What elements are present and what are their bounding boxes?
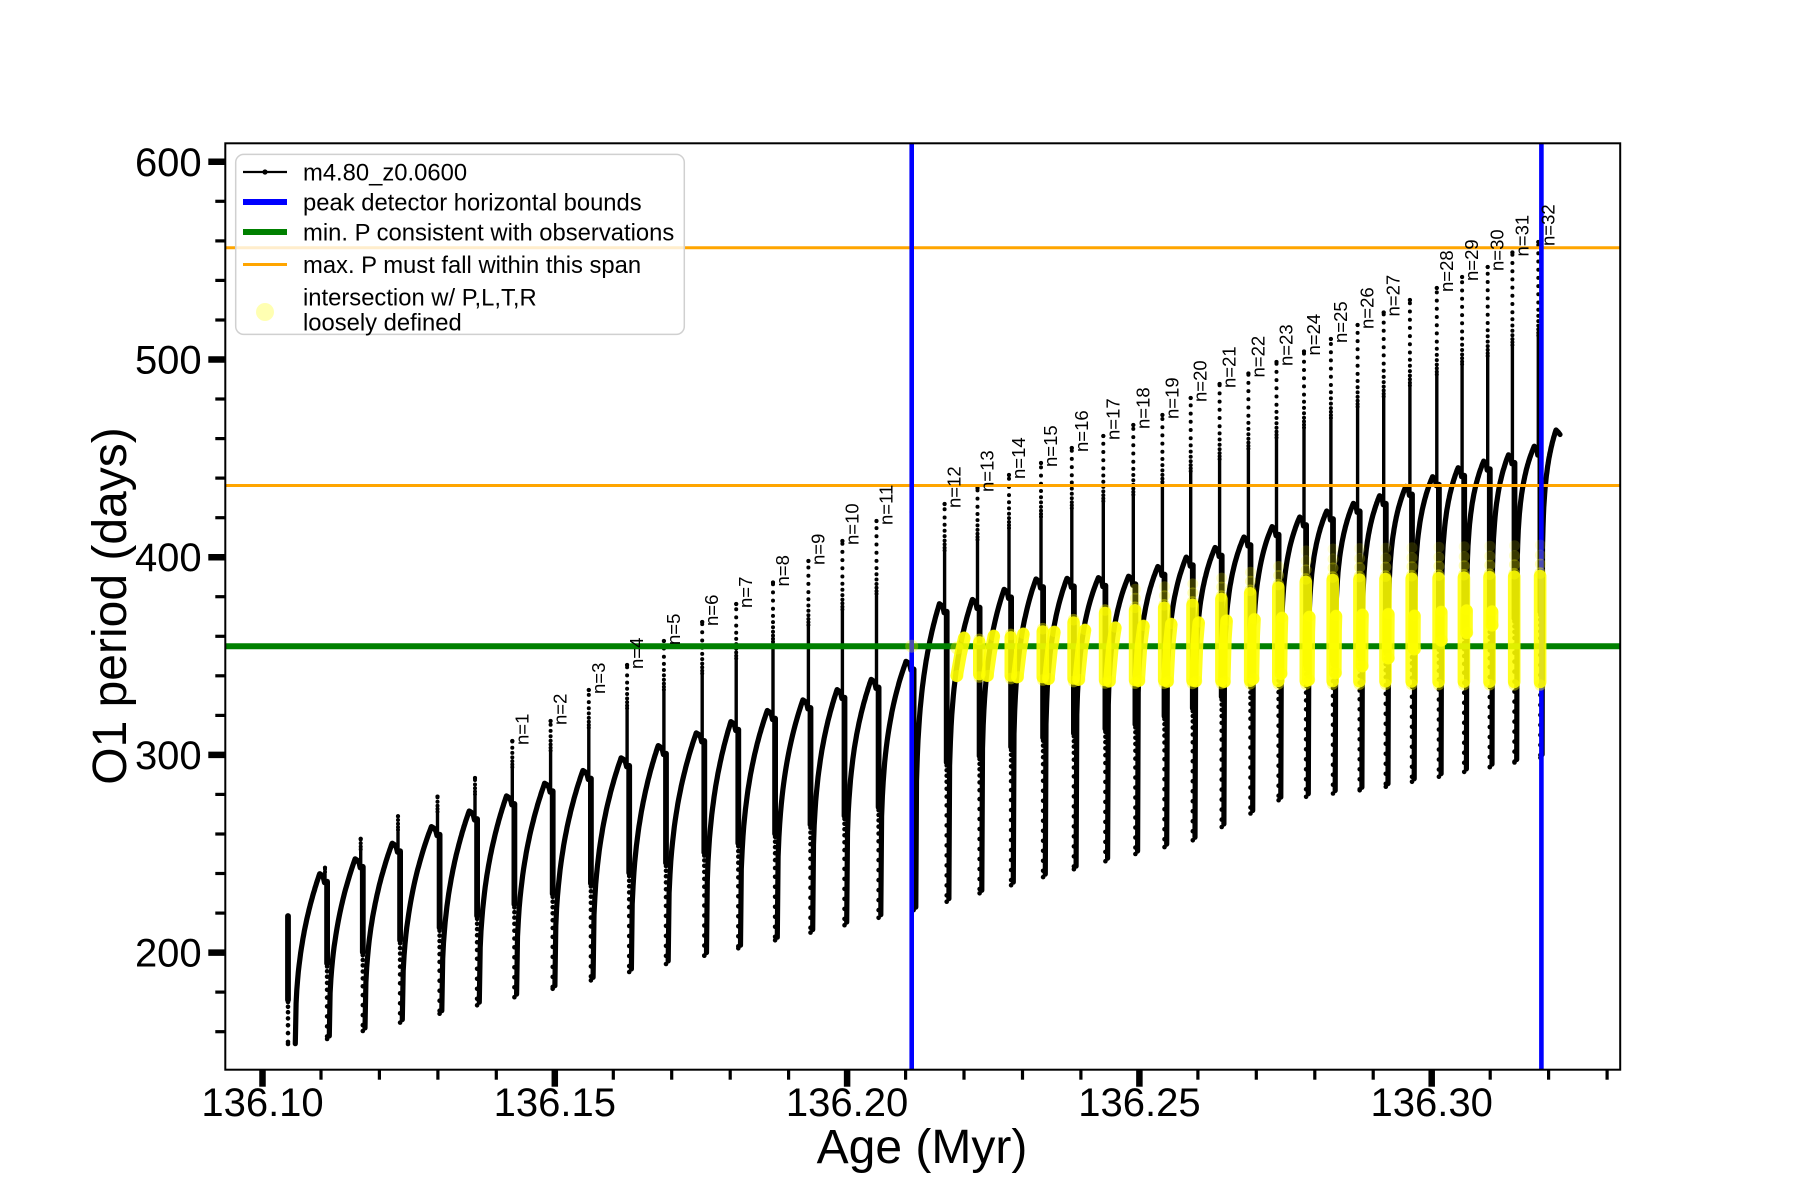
svg-text:O1 period (days): O1 period (days) bbox=[84, 427, 137, 785]
svg-text:n=27: n=27 bbox=[1383, 275, 1404, 317]
svg-text:400: 400 bbox=[135, 536, 202, 580]
svg-text:n=22: n=22 bbox=[1247, 336, 1268, 378]
svg-text:n=29: n=29 bbox=[1461, 239, 1482, 281]
svg-text:n=32: n=32 bbox=[1537, 204, 1558, 246]
svg-text:500: 500 bbox=[135, 339, 202, 383]
svg-text:peak detector horizontal bound: peak detector horizontal bounds bbox=[303, 190, 642, 217]
svg-text:Age (Myr): Age (Myr) bbox=[817, 1121, 1028, 1174]
svg-text:n=21: n=21 bbox=[1219, 346, 1240, 388]
svg-text:n=23: n=23 bbox=[1276, 324, 1297, 366]
svg-text:n=25: n=25 bbox=[1330, 301, 1351, 343]
svg-text:n=3: n=3 bbox=[588, 663, 609, 694]
svg-text:n=15: n=15 bbox=[1040, 425, 1061, 467]
svg-text:n=10: n=10 bbox=[841, 503, 862, 545]
svg-text:n=13: n=13 bbox=[977, 450, 998, 492]
svg-text:136.30: 136.30 bbox=[1371, 1081, 1493, 1125]
svg-text:n=20: n=20 bbox=[1190, 360, 1211, 402]
svg-text:n=26: n=26 bbox=[1357, 287, 1378, 329]
svg-text:n=4: n=4 bbox=[626, 638, 647, 669]
svg-text:n=1: n=1 bbox=[511, 714, 532, 745]
svg-text:300: 300 bbox=[135, 734, 202, 778]
svg-text:n=8: n=8 bbox=[772, 555, 793, 586]
svg-text:m4.80_z0.0600: m4.80_z0.0600 bbox=[303, 160, 467, 187]
svg-text:loosely defined: loosely defined bbox=[303, 310, 462, 337]
svg-text:n=5: n=5 bbox=[663, 614, 684, 645]
svg-text:136.20: 136.20 bbox=[786, 1081, 908, 1125]
svg-text:n=24: n=24 bbox=[1303, 314, 1324, 356]
svg-text:n=28: n=28 bbox=[1436, 250, 1457, 292]
svg-text:n=16: n=16 bbox=[1071, 410, 1092, 452]
svg-text:n=7: n=7 bbox=[735, 577, 756, 608]
svg-text:n=9: n=9 bbox=[807, 534, 828, 565]
svg-text:n=17: n=17 bbox=[1102, 398, 1123, 440]
svg-text:n=18: n=18 bbox=[1132, 387, 1153, 429]
svg-text:200: 200 bbox=[135, 932, 202, 976]
svg-text:min. P consistent with observa: min. P consistent with observations bbox=[303, 220, 674, 247]
svg-text:136.25: 136.25 bbox=[1078, 1081, 1200, 1125]
svg-text:n=31: n=31 bbox=[1511, 215, 1532, 257]
svg-text:n=6: n=6 bbox=[701, 595, 722, 626]
svg-text:n=19: n=19 bbox=[1161, 377, 1182, 419]
svg-text:600: 600 bbox=[135, 141, 202, 185]
svg-text:n=2: n=2 bbox=[550, 694, 571, 725]
svg-text:n=11: n=11 bbox=[876, 485, 897, 525]
svg-text:n=14: n=14 bbox=[1008, 437, 1029, 479]
svg-text:n=12: n=12 bbox=[944, 466, 965, 508]
svg-text:136.15: 136.15 bbox=[494, 1081, 616, 1125]
svg-text:n=30: n=30 bbox=[1487, 229, 1508, 271]
svg-text:intersection w/ P,L,T,R: intersection w/ P,L,T,R bbox=[303, 285, 537, 312]
svg-text:max. P must fall within this s: max. P must fall within this span bbox=[303, 252, 641, 279]
svg-text:136.10: 136.10 bbox=[201, 1081, 323, 1125]
